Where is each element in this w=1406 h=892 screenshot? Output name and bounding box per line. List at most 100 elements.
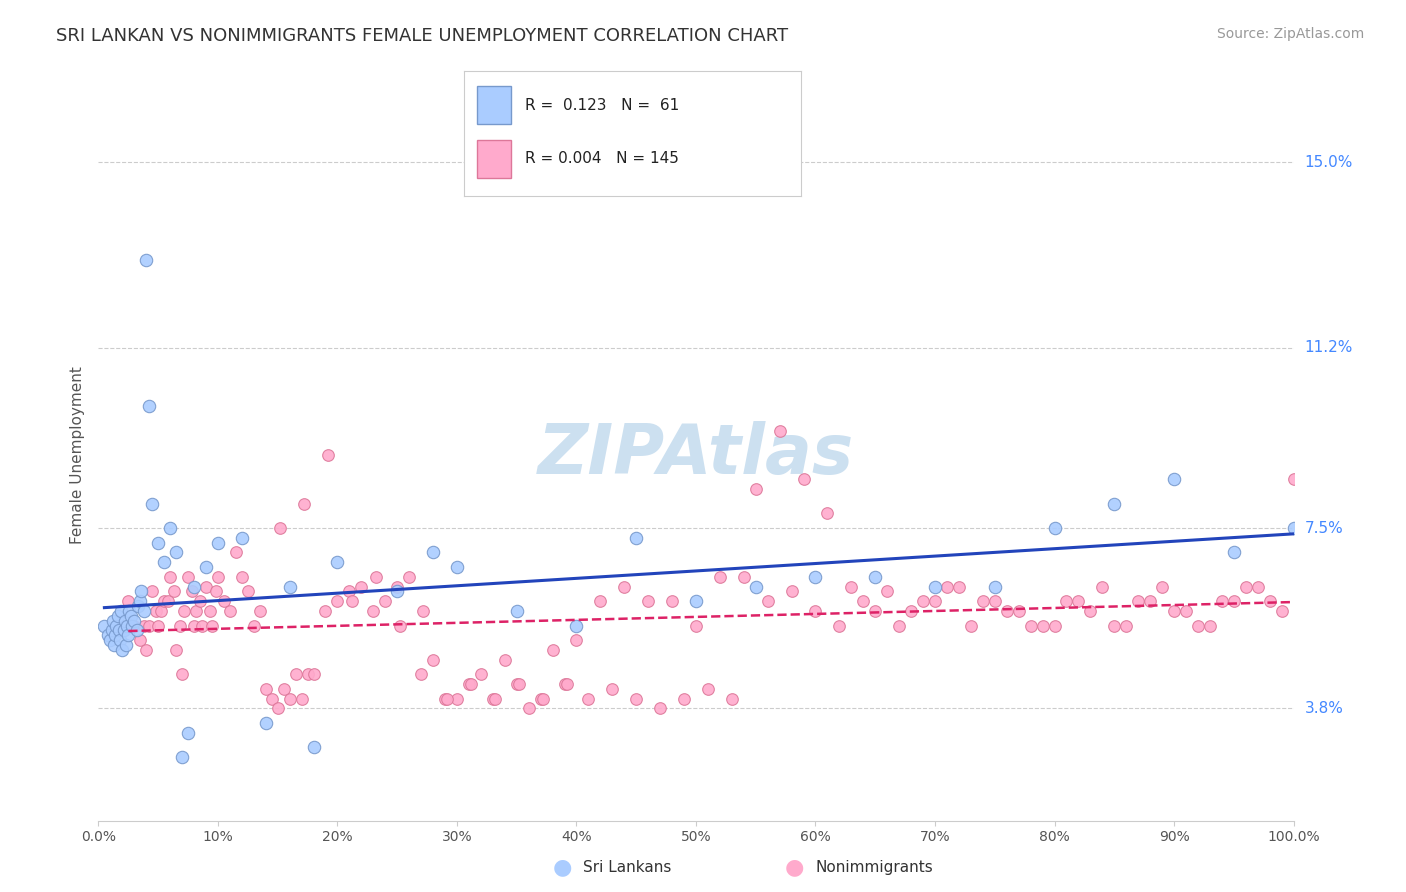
Point xyxy=(900,604,922,618)
Point xyxy=(149,604,172,618)
Point xyxy=(517,701,540,715)
Point xyxy=(1175,604,1198,618)
Point xyxy=(385,584,409,599)
Point xyxy=(141,497,163,511)
Point xyxy=(129,594,152,608)
Point xyxy=(129,633,152,648)
Point xyxy=(506,604,529,618)
Point xyxy=(541,643,564,657)
Point xyxy=(422,545,444,559)
Point xyxy=(506,677,529,691)
Point xyxy=(1234,580,1257,594)
Point xyxy=(165,643,187,657)
Point xyxy=(446,560,468,574)
Point xyxy=(1152,580,1174,594)
Point xyxy=(107,608,129,623)
Point xyxy=(841,580,863,594)
Text: Sri Lankans: Sri Lankans xyxy=(583,860,672,874)
Point xyxy=(697,681,720,696)
Point xyxy=(112,624,135,638)
Point xyxy=(984,580,1007,594)
Point xyxy=(243,618,266,632)
Point xyxy=(302,740,325,755)
Point xyxy=(183,618,205,632)
Point xyxy=(626,691,648,706)
Point xyxy=(1187,618,1209,632)
Point xyxy=(481,691,505,706)
Point xyxy=(98,633,122,648)
Point xyxy=(721,691,744,706)
Point xyxy=(661,594,683,608)
Point xyxy=(984,594,1007,608)
Point xyxy=(422,653,444,667)
Point xyxy=(388,618,411,632)
Point xyxy=(385,580,409,594)
Point xyxy=(685,618,707,632)
Text: 7.5%: 7.5% xyxy=(1305,521,1343,535)
Point xyxy=(145,604,167,618)
Text: 3.8%: 3.8% xyxy=(1305,701,1344,716)
Point xyxy=(889,618,911,632)
Point xyxy=(578,691,600,706)
Point xyxy=(115,618,138,632)
Text: Nonimmigrants: Nonimmigrants xyxy=(815,860,934,874)
Point xyxy=(249,604,271,618)
Point xyxy=(111,643,134,657)
Point xyxy=(804,570,827,584)
Point xyxy=(1258,594,1281,608)
Point xyxy=(995,604,1018,618)
Point xyxy=(1282,472,1305,486)
Text: 11.2%: 11.2% xyxy=(1305,340,1353,355)
Point xyxy=(555,677,578,691)
Point xyxy=(172,667,194,681)
Point xyxy=(364,570,387,584)
Point xyxy=(815,507,838,521)
Point xyxy=(865,570,887,584)
Point xyxy=(316,448,339,462)
Point xyxy=(865,604,887,618)
Point xyxy=(302,667,325,681)
Point xyxy=(292,497,315,511)
Text: ZIPAtlas: ZIPAtlas xyxy=(538,421,853,489)
Point xyxy=(254,681,277,696)
Point xyxy=(339,584,361,599)
Point xyxy=(186,604,208,618)
Point xyxy=(565,633,588,648)
Point xyxy=(124,618,146,632)
Point xyxy=(828,618,851,632)
Point xyxy=(924,580,946,594)
Point xyxy=(460,677,482,691)
Point xyxy=(1043,618,1066,632)
Point xyxy=(470,667,492,681)
Point xyxy=(93,618,115,632)
Point xyxy=(104,628,127,642)
Point xyxy=(411,667,433,681)
Point xyxy=(207,535,229,549)
Point xyxy=(236,584,259,599)
Point xyxy=(153,594,176,608)
Point xyxy=(1199,618,1222,632)
Point xyxy=(648,701,672,715)
Point xyxy=(198,604,221,618)
Point xyxy=(127,599,149,613)
Point xyxy=(589,594,612,608)
Point xyxy=(326,555,349,569)
Point xyxy=(1091,580,1114,594)
Point xyxy=(141,584,163,599)
Point xyxy=(114,614,136,628)
Point xyxy=(1067,594,1090,608)
Text: Source: ZipAtlas.com: Source: ZipAtlas.com xyxy=(1216,27,1364,41)
Point xyxy=(745,482,768,496)
Point xyxy=(363,604,385,618)
Point xyxy=(163,584,186,599)
Point xyxy=(121,618,143,632)
Point xyxy=(107,624,129,638)
Point xyxy=(412,604,434,618)
Point xyxy=(852,594,875,608)
Point xyxy=(911,594,934,608)
Point xyxy=(1043,521,1066,535)
Point xyxy=(254,716,277,731)
Point xyxy=(269,521,291,535)
Text: SRI LANKAN VS NONIMMIGRANTS FEMALE UNEMPLOYMENT CORRELATION CHART: SRI LANKAN VS NONIMMIGRANTS FEMALE UNEMP… xyxy=(56,27,789,45)
Bar xyxy=(478,87,512,124)
